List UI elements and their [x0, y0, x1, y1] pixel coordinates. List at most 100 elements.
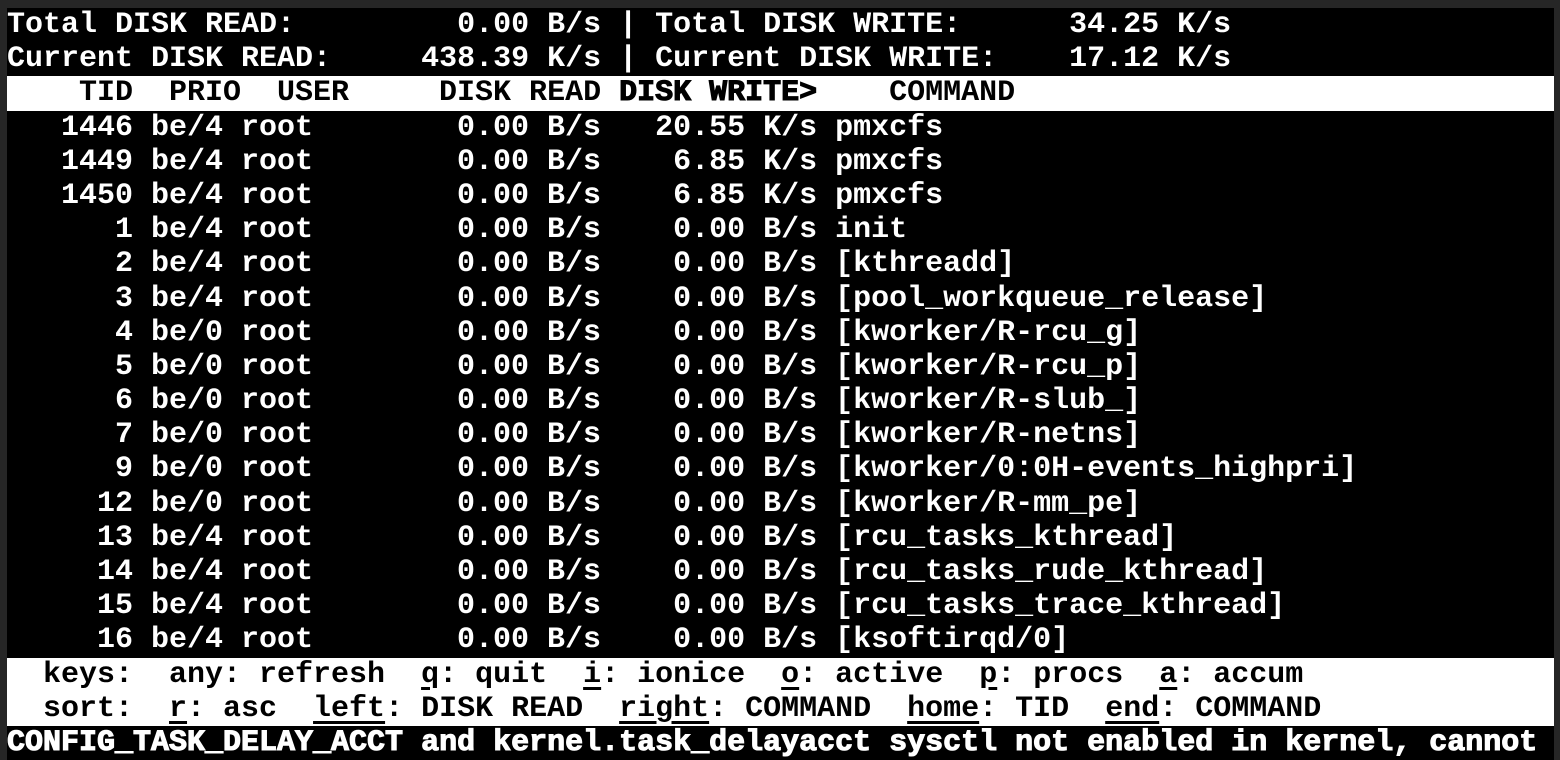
cell-disk-write: 0.00 B/s [673, 555, 818, 589]
cell-disk-write: 0.00 B/s [673, 486, 818, 521]
hotkey-q: q [421, 657, 440, 692]
column-header-prio: PRIO [169, 76, 242, 111]
hotkey-p: p [979, 657, 998, 692]
table-row: 12 be/0 root 0.00 B/s 0.00 B/s [kworker/R-mm_… [7, 487, 1554, 521]
cell-command: [kworker/R-rcu_p] [835, 349, 1142, 384]
cell-user: root [241, 520, 314, 555]
table-row: 1446 be/4 root 0.00 B/s 20.55 K/s pmxcfs [7, 111, 1554, 145]
cell-prio: be/0 [151, 452, 224, 487]
hotkey-o: o [781, 657, 800, 692]
status-bar-message: CONFIG_TASK_DELAY_ACCT and kernel.task_d… [6, 725, 1538, 760]
keys-hint: p: procs [979, 657, 1124, 692]
cell-tid: 1450 [61, 178, 134, 213]
cell-disk-write: 0.00 B/s [673, 349, 818, 384]
cell-disk-read: 0.00 B/s [457, 555, 602, 589]
total-disk-write-value: 34.25 K/s [1069, 8, 1232, 42]
column-header-disk-write-sorted: DISK WRITE> [619, 76, 818, 111]
cell-disk-write: 6.85 K/s [673, 178, 818, 213]
column-header-disk-read: DISK READ [439, 76, 602, 111]
cell-prio: be/0 [151, 418, 224, 453]
cell-prio: be/4 [151, 555, 224, 589]
hotkey-end: end [1105, 691, 1160, 726]
cell-disk-write: 0.00 B/s [673, 247, 818, 282]
cell-command: [kworker/0:0H-events_highpri] [835, 452, 1358, 487]
cell-user: root [241, 623, 314, 658]
cell-command: [ksoftirqd/0] [835, 623, 1070, 658]
process-table: 1446 be/4 root 0.00 B/s 20.55 K/s pmxcfs 1449 b… [7, 111, 1554, 658]
cell-tid: 7 [115, 418, 134, 453]
cell-tid: 9 [115, 452, 134, 487]
sort-hint: left: DISK READ [313, 691, 584, 726]
cell-user: root [241, 281, 314, 316]
table-row: 1449 be/4 root 0.00 B/s 6.85 K/s pmxcfs [7, 145, 1554, 179]
sort-help-line: sort: r: asc left: DISK READ right: COMMAN… [7, 691, 1554, 726]
hotkey-r: r [169, 691, 188, 726]
cell-disk-read: 0.00 B/s [457, 452, 602, 487]
column-header-user: USER [277, 76, 350, 111]
cell-disk-write: 0.00 B/s [673, 623, 818, 658]
cell-tid: 13 [97, 520, 134, 555]
cell-user: root [241, 178, 314, 213]
cell-tid: 1449 [61, 144, 134, 179]
cell-prio: be/4 [151, 281, 224, 316]
cell-prio: be/0 [151, 315, 224, 350]
cell-tid: 1 [115, 213, 134, 248]
cell-command: [rcu_tasks_kthread] [835, 520, 1178, 555]
cell-user: root [241, 144, 314, 179]
cell-command: [pool_workqueue_release] [835, 281, 1268, 316]
hotkey-right: right [619, 691, 710, 726]
sort-hint: r: asc [169, 691, 278, 726]
total-disk-write-label: Total DISK WRITE: [655, 8, 962, 42]
cell-disk-write: 0.00 B/s [673, 384, 818, 419]
cell-disk-read: 0.00 B/s [457, 486, 602, 521]
cell-tid: 4 [115, 315, 134, 350]
keys-hint: a: accum [1159, 657, 1304, 692]
cell-command: pmxcfs [835, 178, 944, 213]
cell-disk-read: 0.00 B/s [457, 315, 602, 350]
cell-tid: 1446 [61, 110, 134, 145]
cell-prio: be/4 [151, 110, 224, 145]
cell-command: [kworker/R-rcu_g] [835, 315, 1142, 350]
cell-prio: be/0 [151, 384, 224, 419]
cell-user: root [241, 555, 314, 589]
column-header-tid: TID [79, 76, 134, 111]
cell-tid: 6 [115, 384, 134, 419]
summary-line-total: Total DISK READ: 0.00 B/s | Total DISK W… [7, 8, 1554, 42]
total-disk-read-value: 0.00 B/s [457, 8, 602, 42]
cell-command: pmxcfs [835, 110, 944, 145]
status-bar: CONFIG_TASK_DELAY_ACCT and kernel.task_d… [6, 725, 1554, 760]
cell-prio: be/4 [151, 520, 224, 555]
cell-disk-read: 0.00 B/s [457, 247, 602, 282]
sort-hint: end: COMMAND [1105, 691, 1322, 726]
current-disk-read-label: Current DISK READ: [7, 42, 332, 77]
hotkey-any: any [169, 657, 224, 692]
cell-disk-write: 0.00 B/s [673, 213, 818, 248]
table-row: 9 be/0 root 0.00 B/s 0.00 B/s [kworker/0:0H-e… [7, 452, 1554, 486]
hotkey-left: left [313, 691, 386, 726]
cell-disk-write: 20.55 K/s [655, 110, 818, 145]
cell-tid: 14 [97, 555, 134, 589]
current-disk-write-label: Current DISK WRITE: [655, 42, 998, 77]
table-row: 5 be/0 root 0.00 B/s 0.00 B/s [kworker/R-rcu_… [7, 350, 1554, 384]
cell-user: root [241, 384, 314, 419]
cell-command: [kworker/R-slub_] [835, 384, 1142, 419]
cell-command: init [835, 213, 908, 248]
cell-disk-read: 0.00 B/s [457, 418, 602, 453]
cell-user: root [241, 486, 314, 521]
cell-user: root [241, 213, 314, 248]
table-row: 4 be/0 root 0.00 B/s 0.00 B/s [kworker/R-rcu_… [7, 316, 1554, 350]
cell-disk-read: 0.00 B/s [457, 384, 602, 419]
table-row: 15 be/4 root 0.00 B/s 0.00 B/s [rcu_tasks_tra… [7, 589, 1554, 623]
table-row: 6 be/0 root 0.00 B/s 0.00 B/s [kworker/R-slub… [7, 384, 1554, 418]
cell-disk-write: 6.85 K/s [673, 144, 818, 179]
keys-hint: q: quit [421, 657, 548, 692]
cell-command: [kworker/R-mm_pe] [835, 486, 1142, 521]
cell-user: root [241, 418, 314, 453]
cell-prio: be/0 [151, 349, 224, 384]
hotkey-a: a [1159, 657, 1178, 692]
column-header-command: COMMAND [889, 76, 1016, 111]
table-row: 13 be/4 root 0.00 B/s 0.00 B/s [rcu_tasks_kth… [7, 521, 1554, 555]
terminal-window[interactable]: Total DISK READ: 0.00 B/s | Total DISK W… [6, 8, 1554, 760]
cell-prio: be/4 [151, 178, 224, 213]
cell-user: root [241, 349, 314, 384]
